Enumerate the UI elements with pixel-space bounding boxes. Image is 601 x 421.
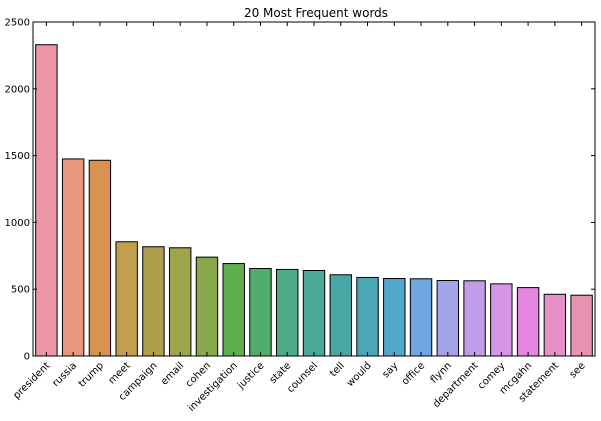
x-tick-label: russia [50,360,79,389]
plot-frame [32,21,596,357]
bar-department [463,280,486,357]
x-tick-label: investigation [186,360,240,414]
x-tick-label: president [11,360,52,401]
bar-mcgahn [516,287,540,357]
bar-flynn [436,280,460,357]
y-tick-label: 1000 [5,218,30,229]
x-tick-label: email [159,360,186,387]
bar-justice [249,267,272,357]
bar-president [35,44,58,357]
bar-tell [329,274,352,357]
bar-office [409,278,433,357]
bars-group [35,44,593,357]
x-tick-label: office [400,360,427,387]
chart-title: 20 Most Frequent words [244,6,388,20]
bar-statement [543,293,567,357]
bar-would [356,276,379,357]
bar-state [276,268,299,357]
y-tick-label: 1500 [5,151,30,162]
y-tick-label: 2500 [5,18,30,29]
bar-meet [115,241,138,357]
x-tick-label: trump [77,360,106,389]
bar-russia [61,158,85,357]
bar-counsel [302,270,326,357]
x-tick-label: tell [328,360,347,379]
y-tick-label: 500 [11,285,30,296]
bar-see [570,294,593,357]
y-tick-label: 2000 [5,84,30,95]
x-tick-label: say [380,360,400,380]
bar-cohen [195,256,219,357]
x-tick-label: justice [235,360,267,392]
bar-email [168,247,192,357]
bar-campaign [142,246,165,357]
bar-trump [88,159,112,357]
y-tick-label: 0 [24,352,30,363]
bar-say [383,278,406,357]
bar-comey [490,283,513,357]
x-tick-label: would [345,360,374,389]
x-tick-label: see [568,360,588,380]
bar-investigation [222,263,245,357]
